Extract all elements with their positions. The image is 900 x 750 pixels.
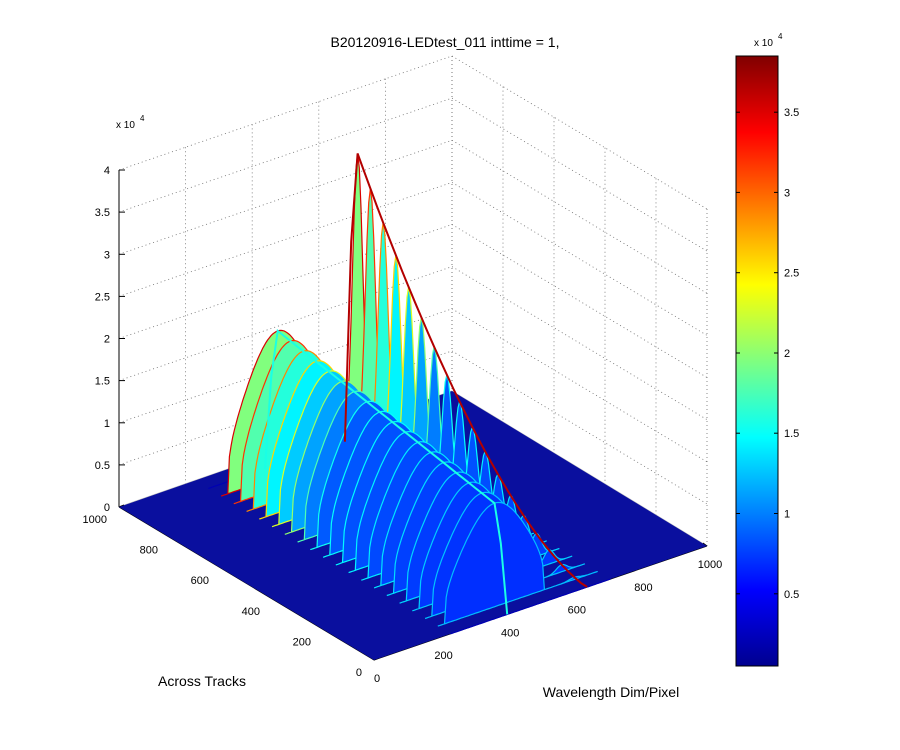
y-tick-label: 400 [242,606,260,618]
z-tick-label: 4 [104,165,110,177]
y-tick-label: 1000 [83,514,107,526]
z-tick-label: 1.5 [95,376,110,388]
x-tick-label: 800 [634,582,652,594]
colorbar-tick-label: 2 [784,348,790,360]
z-tick-label: 0.5 [95,460,110,472]
colorbar-gradient [735,55,779,667]
axes-box: 0 0.5 1 1.5 2 2.5 3 3.5 4 0 200 400 600 800 1000 0 200… [83,55,722,700]
x-tick-mark [702,542,708,547]
colorbar-ticks: 0.5 1 1.5 2 2.5 3 3.5 [736,107,799,601]
colorbar-exponent-base: x 10 [754,38,773,49]
colorbar-tick-label: 3.5 [784,107,799,119]
z-tick-label: 2 [104,334,110,346]
z-ticks: 0 0.5 1 1.5 2 2.5 3 3.5 4 [95,165,125,514]
x-tick-label: 200 [434,650,452,662]
z-tick-label: 3 [104,249,110,261]
spike-crest-line [343,153,588,588]
colorbar-tick-label: 1.5 [784,428,799,440]
z-tick-label: 1 [104,418,110,430]
x-tick-label: 0 [374,673,380,685]
z-exponent-base: x 10 [116,120,135,131]
colorbar-exponent-power: 4 [778,32,783,41]
y-tick-label: 800 [140,545,158,557]
z-tick-label: 3.5 [95,207,110,219]
z-tick-label: 2.5 [95,291,110,303]
y-tick-label: 600 [191,575,209,587]
surface-marks [208,153,611,635]
colorbar-tick-label: 1 [784,509,790,521]
y-axis-label: Across Tracks [158,673,246,689]
colorbar-tick-label: 2.5 [784,268,799,280]
colorbar-tick-label: 3 [784,187,790,199]
x-tick-label: 1000 [698,559,722,571]
surface-ribbon [437,501,598,627]
surface-ribbon [450,578,611,635]
x-tick-label: 600 [568,605,586,617]
x-ticks: 0 200 400 600 800 1000 [369,542,722,685]
z-exponent-power: 4 [140,114,145,123]
y-tick-mark [118,504,125,508]
colorbar: 0.5 1 1.5 2 2.5 3 3.5 x 10 4 [735,32,799,667]
chart-title: B20120916-LEDtest_011 inttime = 1, [331,34,560,50]
colorbar-tick-label: 0.5 [784,589,799,601]
x-axis-label: Wavelength Dim/Pixel [543,684,679,700]
y-tick-label: 200 [293,636,311,648]
y-tick-label: 0 [356,667,362,679]
x-tick-label: 400 [501,627,519,639]
band-crest-line [264,329,509,615]
z-tick-label: 0 [104,502,110,514]
